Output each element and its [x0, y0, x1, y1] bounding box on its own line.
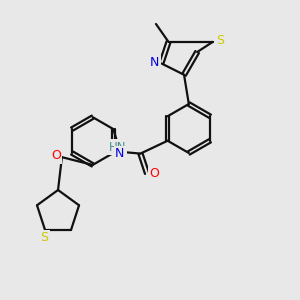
Text: N: N: [115, 147, 124, 161]
Text: S: S: [216, 34, 224, 47]
Text: HN: HN: [108, 140, 126, 154]
Text: O: O: [149, 167, 159, 180]
Text: N: N: [150, 56, 160, 69]
Text: S: S: [40, 231, 48, 244]
Text: O: O: [51, 149, 61, 163]
